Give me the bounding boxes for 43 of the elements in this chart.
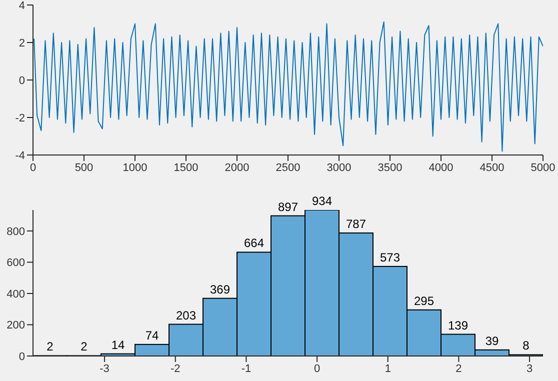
data-label: 14 — [111, 338, 125, 352]
x-tick-label: -1 — [241, 362, 252, 375]
data-label: 573 — [380, 250, 400, 264]
y-tick-label: 4 — [18, 0, 25, 12]
x-tick-label: 0 — [314, 362, 320, 375]
data-label: 203 — [176, 308, 196, 322]
y-tick-label: 800 — [6, 226, 25, 238]
y-tick-label: 2 — [18, 37, 25, 50]
x-tick-label: 2000 — [224, 162, 250, 174]
x-tick-label: 4000 — [428, 162, 454, 174]
x-tick-label: 1 — [384, 362, 391, 375]
x-tick-label: 2 — [456, 362, 462, 375]
data-label: 8 — [522, 338, 530, 353]
x-tick-label: 0 — [30, 162, 36, 174]
x-tick-label: 2500 — [276, 162, 300, 174]
x-tick-label: 500 — [74, 162, 94, 174]
y-tick-label: 600 — [6, 257, 25, 270]
x-tick-label: 1000 — [122, 162, 148, 174]
data-label: 934 — [312, 194, 332, 208]
data-label: 787 — [346, 216, 366, 231]
x-tick-label: 4500 — [480, 162, 504, 174]
data-label: 74 — [145, 328, 159, 342]
y-tick-label: -4 — [15, 150, 25, 162]
y-tick-label: 0 — [18, 74, 25, 87]
x-tick-label: 3000 — [326, 162, 352, 174]
data-label: 369 — [210, 282, 230, 296]
x-tick-label: 3 — [526, 362, 533, 375]
x-tick-label: 5000 — [530, 162, 556, 174]
y-tick-label: 200 — [6, 320, 25, 332]
data-label: 295 — [414, 294, 434, 308]
y-tick-label: 0 — [18, 350, 25, 363]
data-label: 2 — [46, 340, 54, 354]
x-tick-label: -3 — [100, 362, 110, 375]
data-label: 39 — [485, 334, 499, 348]
data-label: 139 — [448, 318, 468, 332]
data-label: 664 — [244, 236, 264, 250]
data-label: 2 — [80, 340, 88, 354]
y-tick-label: 400 — [6, 288, 25, 300]
x-tick-label: 1500 — [174, 162, 198, 174]
data-label: 897 — [278, 200, 298, 214]
y-tick-label: -2 — [15, 112, 25, 124]
x-tick-label: -2 — [170, 362, 180, 375]
x-tick-label: 3500 — [378, 162, 402, 174]
